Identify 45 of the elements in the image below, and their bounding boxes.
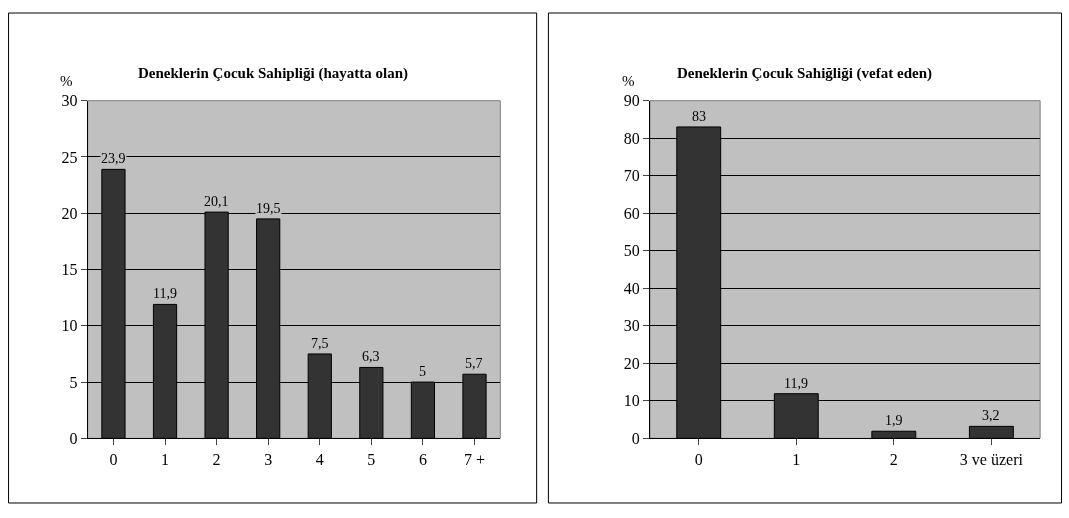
data-label: 11,9 <box>153 286 177 301</box>
x-tick-label: 1 <box>792 450 801 468</box>
data-label: 23,9 <box>101 151 126 166</box>
data-label: 19,5 <box>256 201 281 216</box>
data-label: 1,9 <box>885 413 903 428</box>
data-label: 20,1 <box>204 194 229 209</box>
data-label: 5,7 <box>465 356 483 371</box>
y-tick-label: 25 <box>61 148 78 166</box>
y-tick-label: 20 <box>61 204 78 222</box>
x-tick-label: 1 <box>161 450 170 468</box>
x-tick-label: 5 <box>367 450 376 468</box>
chart-title: Deneklerin Çocuk Sahiğliği (vefat eden) <box>677 65 932 82</box>
y-tick-label: 50 <box>623 242 640 260</box>
y-tick-label: 70 <box>623 167 640 185</box>
y-tick-label: 80 <box>623 129 640 147</box>
x-tick-label: 4 <box>315 450 324 468</box>
x-tick-label: 0 <box>109 450 118 468</box>
data-label: 83 <box>692 109 706 124</box>
y-tick-label: 0 <box>631 429 640 447</box>
x-tick-label: 0 <box>694 450 703 468</box>
data-label: 3,2 <box>982 408 1000 423</box>
y-tick-label: 90 <box>623 92 640 110</box>
y-tick-label: 40 <box>623 279 640 297</box>
data-label: 6,3 <box>362 349 380 364</box>
y-tick-label: 30 <box>61 92 78 110</box>
y-tick-label: 10 <box>61 317 78 335</box>
x-tick-label: 3 ve üzeri <box>959 450 1024 468</box>
x-tick-label: 7 + <box>463 450 486 468</box>
y-tick-label: 5 <box>69 373 78 391</box>
x-tick-label: 3 <box>264 450 273 468</box>
y-axis-title: % <box>60 73 73 89</box>
y-tick-label: 20 <box>623 354 640 372</box>
y-tick-label: 30 <box>623 317 640 335</box>
data-label: 5 <box>419 364 426 379</box>
y-tick-label: 10 <box>623 392 640 410</box>
x-tick-label: 2 <box>212 450 221 468</box>
x-tick-label: 6 <box>418 450 427 468</box>
chart-title: Deneklerin Çocuk Sahipliği (hayatta olan) <box>138 65 409 82</box>
y-tick-label: 15 <box>61 261 78 279</box>
y-tick-label: 60 <box>623 204 640 222</box>
data-label: 11,9 <box>784 376 808 391</box>
x-tick-label: 2 <box>889 450 898 468</box>
y-tick-label: 0 <box>69 429 78 447</box>
data-label: 7,5 <box>311 336 329 351</box>
y-axis-title: % <box>622 73 635 89</box>
